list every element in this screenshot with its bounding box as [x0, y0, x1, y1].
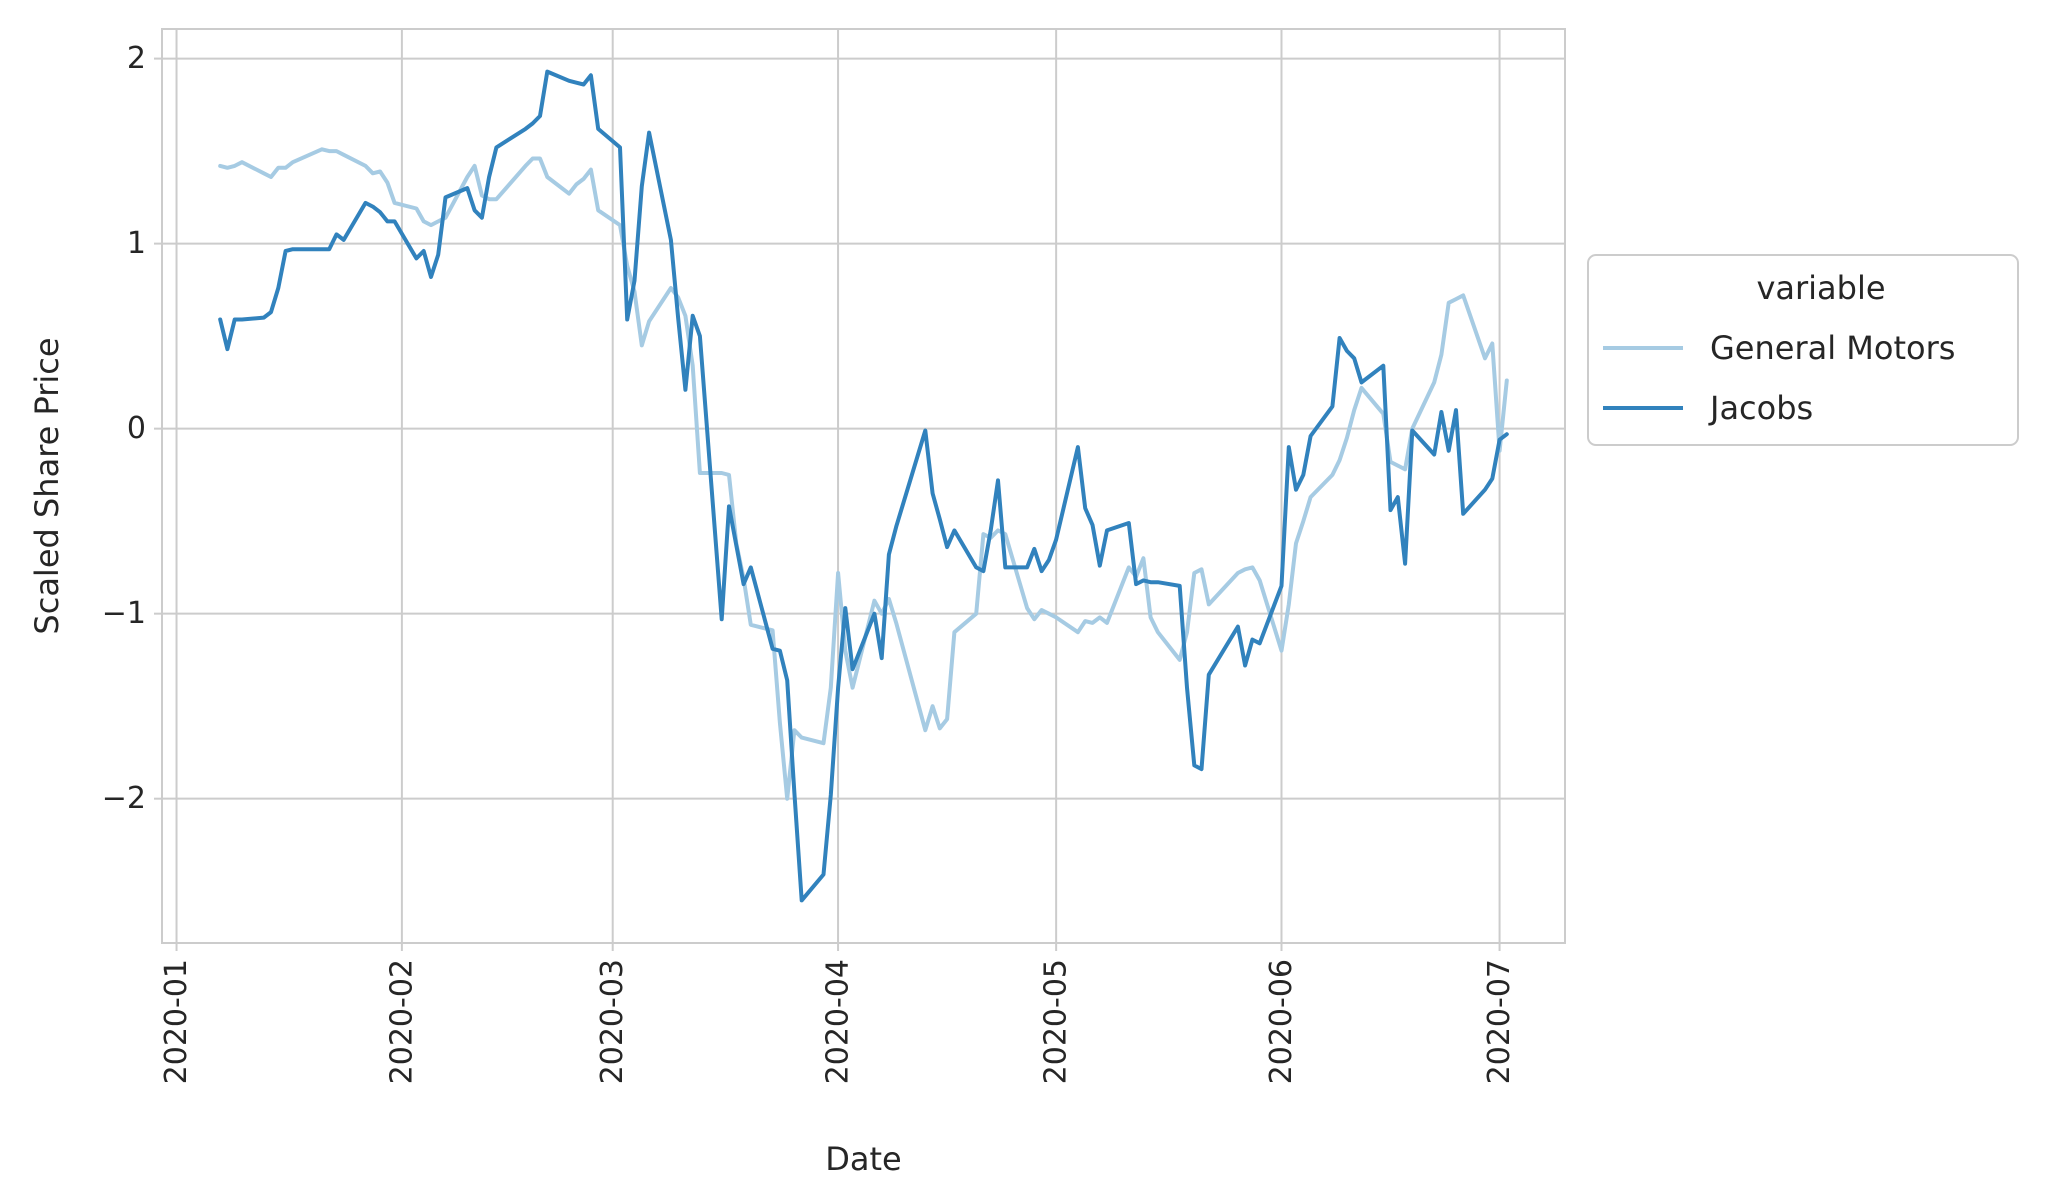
- series-line-jacobs: [218, 69, 1509, 903]
- y-tick-label: −2: [102, 781, 146, 816]
- y-tick-label: 2: [127, 41, 146, 76]
- x-tick-label: 2020-05: [1039, 959, 1074, 1084]
- x-tick-label: 2020-06: [1264, 959, 1299, 1084]
- x-tick-label: 2020-07: [1482, 959, 1517, 1084]
- legend-title: variable: [1756, 269, 1885, 307]
- plot-frame: [161, 28, 1566, 944]
- legend-box: [1587, 254, 2019, 446]
- legend-label-general-motors: General Motors: [1710, 329, 1955, 367]
- legend-label-jacobs: Jacobs: [1708, 389, 1813, 427]
- y-tick-label: 1: [127, 226, 146, 261]
- x-axis-label: Date: [825, 1140, 901, 1178]
- legend: variable General Motors Jacobs: [1587, 254, 2019, 446]
- x-tick-label: 2020-04: [821, 959, 856, 1084]
- x-tick-label: 2020-03: [595, 959, 630, 1084]
- y-tick-label: −1: [102, 596, 146, 631]
- y-tick-label: 0: [127, 411, 146, 446]
- y-axis-label: Scaled Share Price: [28, 337, 66, 634]
- x-tick-label: 2020-01: [159, 959, 194, 1084]
- x-tick-label: 2020-02: [384, 959, 419, 1084]
- series-lines: [218, 69, 1509, 903]
- grid-lines: [162, 29, 1565, 943]
- axis-ticks: 2020-01 2020-02 2020-03 2020-04 2020-05 2020-…: [102, 41, 1517, 1084]
